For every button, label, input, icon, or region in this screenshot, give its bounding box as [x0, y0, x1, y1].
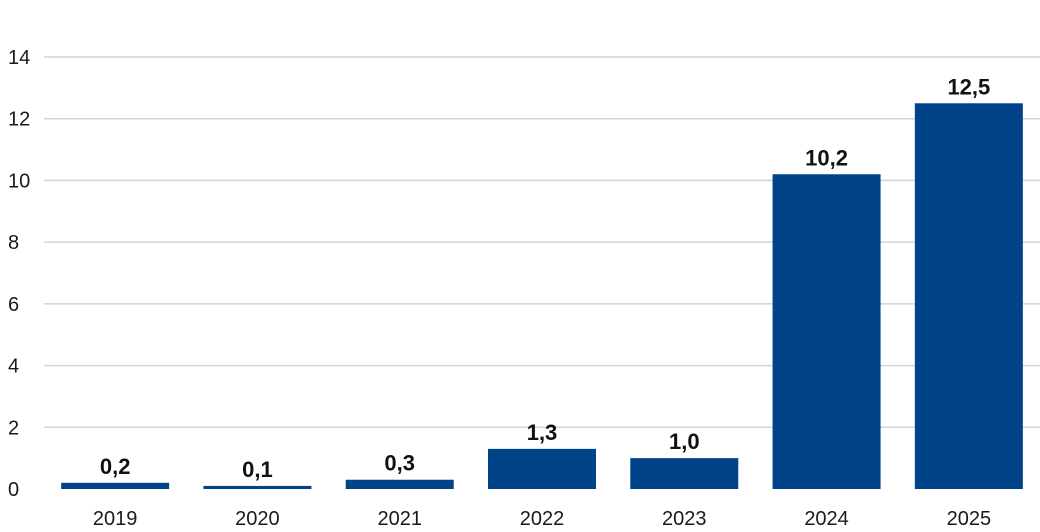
y-tick-label: 10 [8, 170, 30, 192]
data-label-2024: 10,2 [805, 145, 848, 170]
bar-2022 [488, 448, 596, 489]
x-tick-label: 2024 [804, 508, 849, 530]
x-tick-label: 2019 [93, 508, 138, 530]
gridlines [44, 56, 1040, 429]
x-tick-label: 2021 [377, 508, 422, 530]
x-tick-label: 2020 [235, 508, 280, 530]
y-tick-label: 8 [8, 232, 19, 254]
y-tick-label: 12 [8, 109, 30, 131]
x-tick-label: 2022 [520, 508, 565, 530]
bar-2020 [203, 485, 312, 489]
bar-2024 [772, 174, 881, 489]
x-tick-label: 2023 [662, 508, 707, 530]
data-label-2021: 0,3 [384, 451, 415, 476]
bar-2023 [630, 458, 739, 489]
bar-2025 [914, 103, 1023, 490]
y-tick-label: 2 [8, 417, 19, 439]
data-label-2023: 1,0 [669, 429, 700, 454]
y-tick-label: 6 [8, 294, 19, 316]
y-axis-tick-labels: 0 2 4 6 8 10 12 14 [8, 47, 30, 501]
y-tick-label: 4 [8, 356, 19, 378]
data-label-2022: 1,3 [527, 420, 558, 445]
bar-2021 [345, 479, 454, 489]
y-tick-label: 14 [8, 47, 30, 69]
data-label-2019: 0,2 [100, 454, 131, 479]
x-tick-label: 2025 [947, 508, 992, 530]
bars [61, 103, 1023, 490]
data-labels: 0,2 0,1 0,3 1,3 1,0 10,2 12,5 [100, 74, 990, 482]
bar-2019 [61, 482, 170, 489]
x-axis-tick-labels: 2019 2020 2021 2022 2023 2024 2025 [93, 508, 991, 530]
data-label-2025: 12,5 [947, 74, 990, 99]
data-label-2020: 0,1 [242, 457, 273, 482]
y-tick-label: 0 [8, 479, 19, 501]
